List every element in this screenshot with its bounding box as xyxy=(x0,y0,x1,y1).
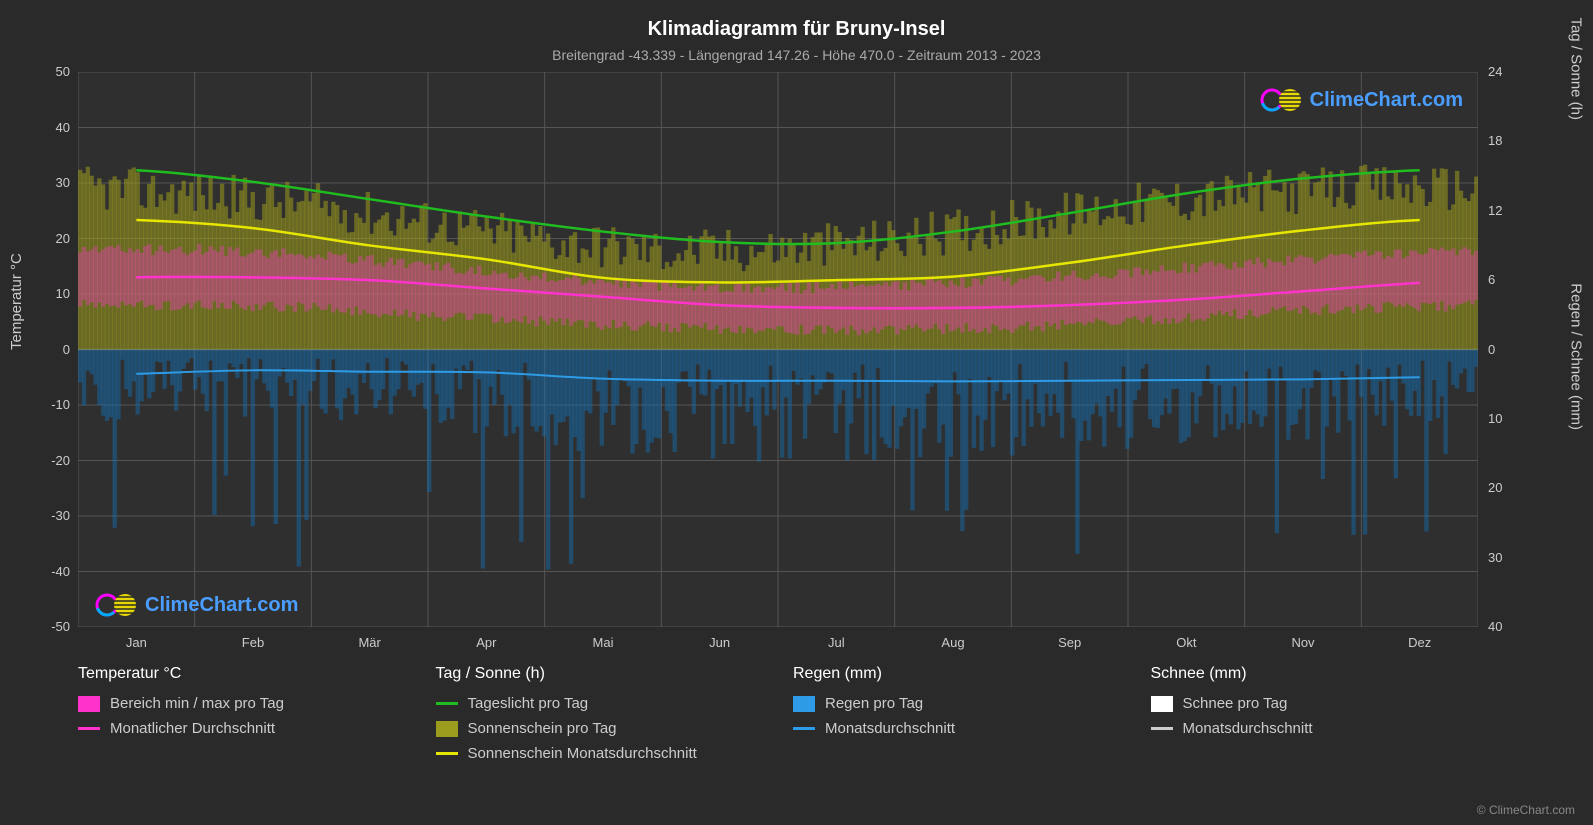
legend-col-sun: Tag / Sonne (h) Tageslicht pro Tag Sonnen… xyxy=(436,665,764,770)
legend-header-temp: Temperatur °C xyxy=(78,665,406,683)
tick-label: 10 xyxy=(1488,411,1502,426)
legend-swatch-icon xyxy=(78,696,100,712)
tick-label: Aug xyxy=(941,635,964,650)
tick-label: 6 xyxy=(1488,272,1495,287)
watermark-top-right: ClimeChart.com xyxy=(1260,85,1463,115)
tick-label: 30 xyxy=(56,175,70,190)
climechart-logo-icon xyxy=(95,590,139,620)
legend-swatch-icon xyxy=(1151,696,1173,712)
tick-label: 18 xyxy=(1488,133,1502,148)
legend-item-label: Monatlicher Durchschnitt xyxy=(110,720,275,737)
legend-item-label: Monatsdurchschnitt xyxy=(1183,720,1313,737)
y-axis-right-bottom-label: Regen / Schnee (mm) xyxy=(1568,283,1585,430)
watermark-bottom-left: ClimeChart.com xyxy=(95,590,298,620)
legend-header-snow: Schnee (mm) xyxy=(1151,665,1479,683)
tick-label: Mai xyxy=(593,635,614,650)
watermark-text: ClimeChart.com xyxy=(145,594,298,617)
tick-label: -40 xyxy=(51,564,70,579)
tick-label: Okt xyxy=(1176,635,1196,650)
tick-label: Mär xyxy=(358,635,380,650)
legend-col-rain: Regen (mm) Regen pro Tag Monatsdurchschni… xyxy=(793,665,1121,770)
chart-subtitle: Breitengrad -43.339 - Längengrad 147.26 … xyxy=(0,41,1593,63)
legend-swatch-icon xyxy=(436,721,458,737)
legend-header-sun: Tag / Sonne (h) xyxy=(436,665,764,683)
legend-item-snow-1: Monatsdurchschnitt xyxy=(1151,720,1479,737)
legend-item-label: Bereich min / max pro Tag xyxy=(110,695,284,712)
tick-label: Apr xyxy=(476,635,496,650)
tick-label: Feb xyxy=(242,635,264,650)
tick-label: -30 xyxy=(51,508,70,523)
tick-label: 24 xyxy=(1488,64,1502,79)
tick-label: 30 xyxy=(1488,550,1502,565)
tick-label: Dez xyxy=(1408,635,1431,650)
watermark-text: ClimeChart.com xyxy=(1310,89,1463,112)
legend-swatch-icon xyxy=(793,696,815,712)
plot-area xyxy=(78,72,1478,627)
tick-label: 10 xyxy=(56,286,70,301)
tick-label: 20 xyxy=(56,231,70,246)
tick-label: -10 xyxy=(51,397,70,412)
legend-item-sun-0: Tageslicht pro Tag xyxy=(436,695,764,712)
tick-label: Sep xyxy=(1058,635,1081,650)
legend-header-rain: Regen (mm) xyxy=(793,665,1121,683)
legend-item-rain-0: Regen pro Tag xyxy=(793,695,1121,712)
tick-label: 0 xyxy=(63,342,70,357)
y-axis-left-label: Temperatur °C xyxy=(8,253,25,350)
climechart-logo-icon xyxy=(1260,85,1304,115)
chart-title: Klimadiagramm für Bruny-Insel xyxy=(0,0,1593,41)
tick-label: 40 xyxy=(1488,619,1502,634)
y-axis-right-top-label: Tag / Sonne (h) xyxy=(1568,17,1585,120)
legend-item-label: Tageslicht pro Tag xyxy=(468,695,589,712)
tick-label: 50 xyxy=(56,64,70,79)
legend-item-temp-1: Monatlicher Durchschnitt xyxy=(78,720,406,737)
legend-line-icon xyxy=(78,727,100,730)
legend-col-snow: Schnee (mm) Schnee pro Tag Monatsdurchsch… xyxy=(1151,665,1479,770)
legend-line-icon xyxy=(436,752,458,755)
legend-line-icon xyxy=(793,727,815,730)
tick-label: Nov xyxy=(1291,635,1314,650)
legend-item-label: Sonnenschein Monatsdurchschnitt xyxy=(468,745,697,762)
legend-item-label: Schnee pro Tag xyxy=(1183,695,1288,712)
tick-label: 20 xyxy=(1488,480,1502,495)
legend-item-snow-0: Schnee pro Tag xyxy=(1151,695,1479,712)
tick-label: Jul xyxy=(828,635,845,650)
legend-line-icon xyxy=(436,702,458,705)
tick-label: Jan xyxy=(126,635,147,650)
legend-item-label: Sonnenschein pro Tag xyxy=(468,720,617,737)
legend-col-temp: Temperatur °C Bereich min / max pro Tag M… xyxy=(78,665,406,770)
legend-item-label: Monatsdurchschnitt xyxy=(825,720,955,737)
plot-svg xyxy=(78,72,1478,627)
tick-label: -20 xyxy=(51,453,70,468)
copyright-text: © ClimeChart.com xyxy=(1477,803,1575,817)
legend-item-label: Regen pro Tag xyxy=(825,695,923,712)
legend-item-temp-0: Bereich min / max pro Tag xyxy=(78,695,406,712)
legend-item-rain-1: Monatsdurchschnitt xyxy=(793,720,1121,737)
tick-label: Jun xyxy=(709,635,730,650)
legend-item-sun-1: Sonnenschein pro Tag xyxy=(436,720,764,737)
legend-area: Temperatur °C Bereich min / max pro Tag M… xyxy=(78,665,1478,770)
tick-label: 40 xyxy=(56,120,70,135)
tick-label: 0 xyxy=(1488,342,1495,357)
tick-label: 12 xyxy=(1488,203,1502,218)
tick-label: -50 xyxy=(51,619,70,634)
legend-item-sun-2: Sonnenschein Monatsdurchschnitt xyxy=(436,745,764,762)
legend-line-icon xyxy=(1151,727,1173,730)
